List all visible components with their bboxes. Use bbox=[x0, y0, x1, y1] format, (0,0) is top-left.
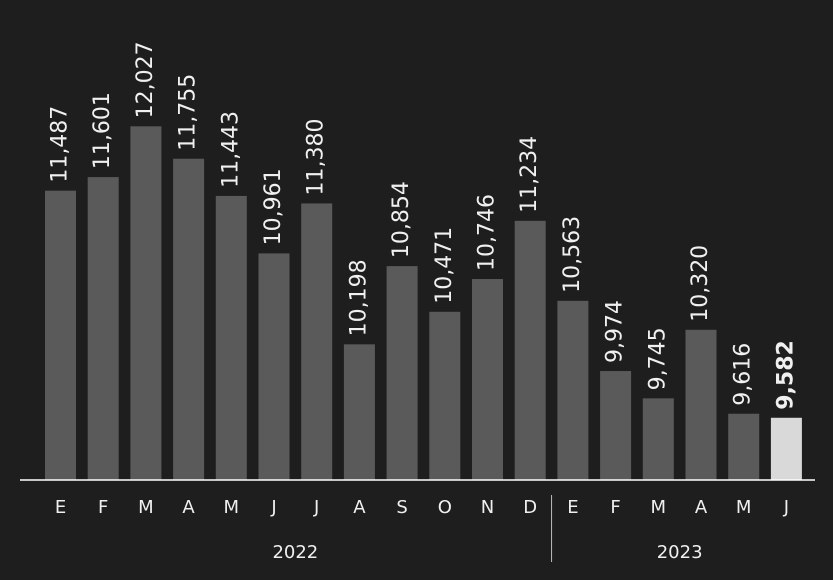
value-label: 11,487 bbox=[48, 106, 73, 183]
x-tick-label: A bbox=[182, 497, 195, 518]
x-tick-label: J bbox=[270, 497, 276, 518]
bar bbox=[87, 177, 119, 480]
x-tick-label: S bbox=[396, 497, 407, 518]
x-tick-label: J bbox=[783, 497, 789, 518]
value-label: 10,746 bbox=[475, 194, 500, 271]
value-label: 10,198 bbox=[346, 259, 371, 336]
bar bbox=[728, 413, 760, 480]
value-label: 10,320 bbox=[688, 245, 713, 322]
x-tick-label: M bbox=[651, 497, 667, 518]
value-label: 9,582 bbox=[773, 340, 798, 410]
x-tick-label: A bbox=[353, 497, 366, 518]
bar bbox=[45, 190, 76, 480]
bar bbox=[600, 371, 632, 480]
value-label: 11,443 bbox=[218, 111, 243, 188]
bar bbox=[514, 220, 546, 481]
value-label: 12,027 bbox=[133, 41, 158, 118]
x-tick-label: N bbox=[481, 497, 494, 518]
value-label: 11,601 bbox=[90, 92, 115, 169]
value-label: 11,234 bbox=[517, 136, 542, 213]
bar bbox=[429, 311, 461, 480]
x-tick-label: O bbox=[438, 497, 452, 518]
group-label: 2023 bbox=[657, 542, 703, 563]
value-label: 10,961 bbox=[261, 168, 286, 245]
bar bbox=[258, 253, 290, 480]
value-label: 10,471 bbox=[432, 227, 457, 304]
x-tick-label: E bbox=[567, 497, 578, 518]
value-label: 9,974 bbox=[603, 300, 628, 363]
bar bbox=[215, 195, 247, 480]
bar bbox=[770, 417, 802, 480]
x-tick-label: F bbox=[98, 497, 108, 518]
x-tick-label: M bbox=[736, 497, 752, 518]
value-label: 10,563 bbox=[560, 216, 585, 293]
x-tick-label: F bbox=[610, 497, 620, 518]
bar bbox=[685, 329, 717, 480]
value-label: 11,380 bbox=[304, 118, 329, 195]
x-tick-label: E bbox=[55, 497, 66, 518]
x-tick-label: J bbox=[313, 497, 319, 518]
x-tick-label: M bbox=[224, 497, 240, 518]
bar bbox=[343, 344, 375, 480]
bar bbox=[130, 126, 162, 481]
x-tick-label: M bbox=[138, 497, 154, 518]
bar bbox=[173, 158, 205, 481]
value-label: 11,755 bbox=[176, 74, 201, 151]
x-tick-label: D bbox=[523, 497, 537, 518]
value-label: 9,745 bbox=[645, 327, 670, 390]
bar bbox=[472, 279, 503, 480]
bar bbox=[642, 398, 674, 480]
bar bbox=[386, 266, 418, 480]
group-label: 2022 bbox=[272, 542, 318, 563]
bar bbox=[301, 203, 333, 480]
bar bbox=[557, 300, 589, 480]
value-label: 9,616 bbox=[731, 343, 756, 406]
x-tick-label: A bbox=[695, 497, 708, 518]
value-label: 10,854 bbox=[389, 181, 414, 258]
